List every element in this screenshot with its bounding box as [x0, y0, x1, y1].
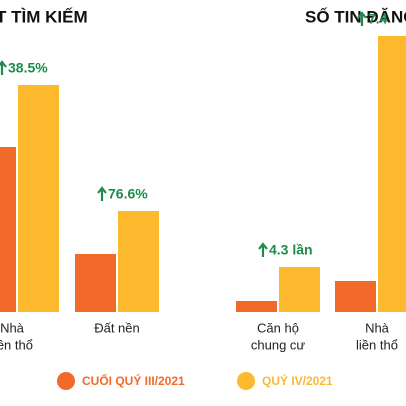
- x-tick-label: Căn hộ: [257, 320, 299, 335]
- arrow-icon: [357, 11, 367, 26]
- legend-swatch: [237, 372, 255, 390]
- x-tick-label: liền thổ: [356, 337, 398, 352]
- legend-label: QUÝ IV/2021: [262, 373, 333, 388]
- arrow-icon: [0, 60, 7, 75]
- legend-label: CUỐI QUÝ III/2021: [82, 373, 185, 388]
- bar: [378, 36, 406, 312]
- bar: [75, 254, 116, 312]
- x-tick-label: Đất nền: [94, 320, 140, 335]
- x-tick-label: Nhà: [365, 320, 390, 335]
- annotation: 7.4: [368, 11, 388, 27]
- bar: [279, 267, 320, 312]
- bar: [236, 301, 277, 312]
- annotation: 76.6%: [108, 186, 148, 202]
- bar: [335, 281, 376, 312]
- annotation: 4.3 lần: [269, 242, 313, 258]
- bar: [118, 211, 159, 312]
- legend-swatch: [57, 372, 75, 390]
- x-tick-label: liền thổ: [0, 337, 33, 352]
- annotation: 38.5%: [8, 60, 48, 76]
- bar: [0, 147, 16, 312]
- bar: [18, 85, 59, 312]
- chart-title: T TÌM KIẾM: [0, 7, 88, 26]
- x-tick-label: chung cư: [251, 337, 306, 352]
- chart-title: SỐ TIN ĐĂNG: [305, 6, 406, 26]
- arrow-icon: [97, 186, 107, 201]
- x-tick-label: Nhà: [0, 320, 25, 335]
- arrow-icon: [258, 242, 268, 257]
